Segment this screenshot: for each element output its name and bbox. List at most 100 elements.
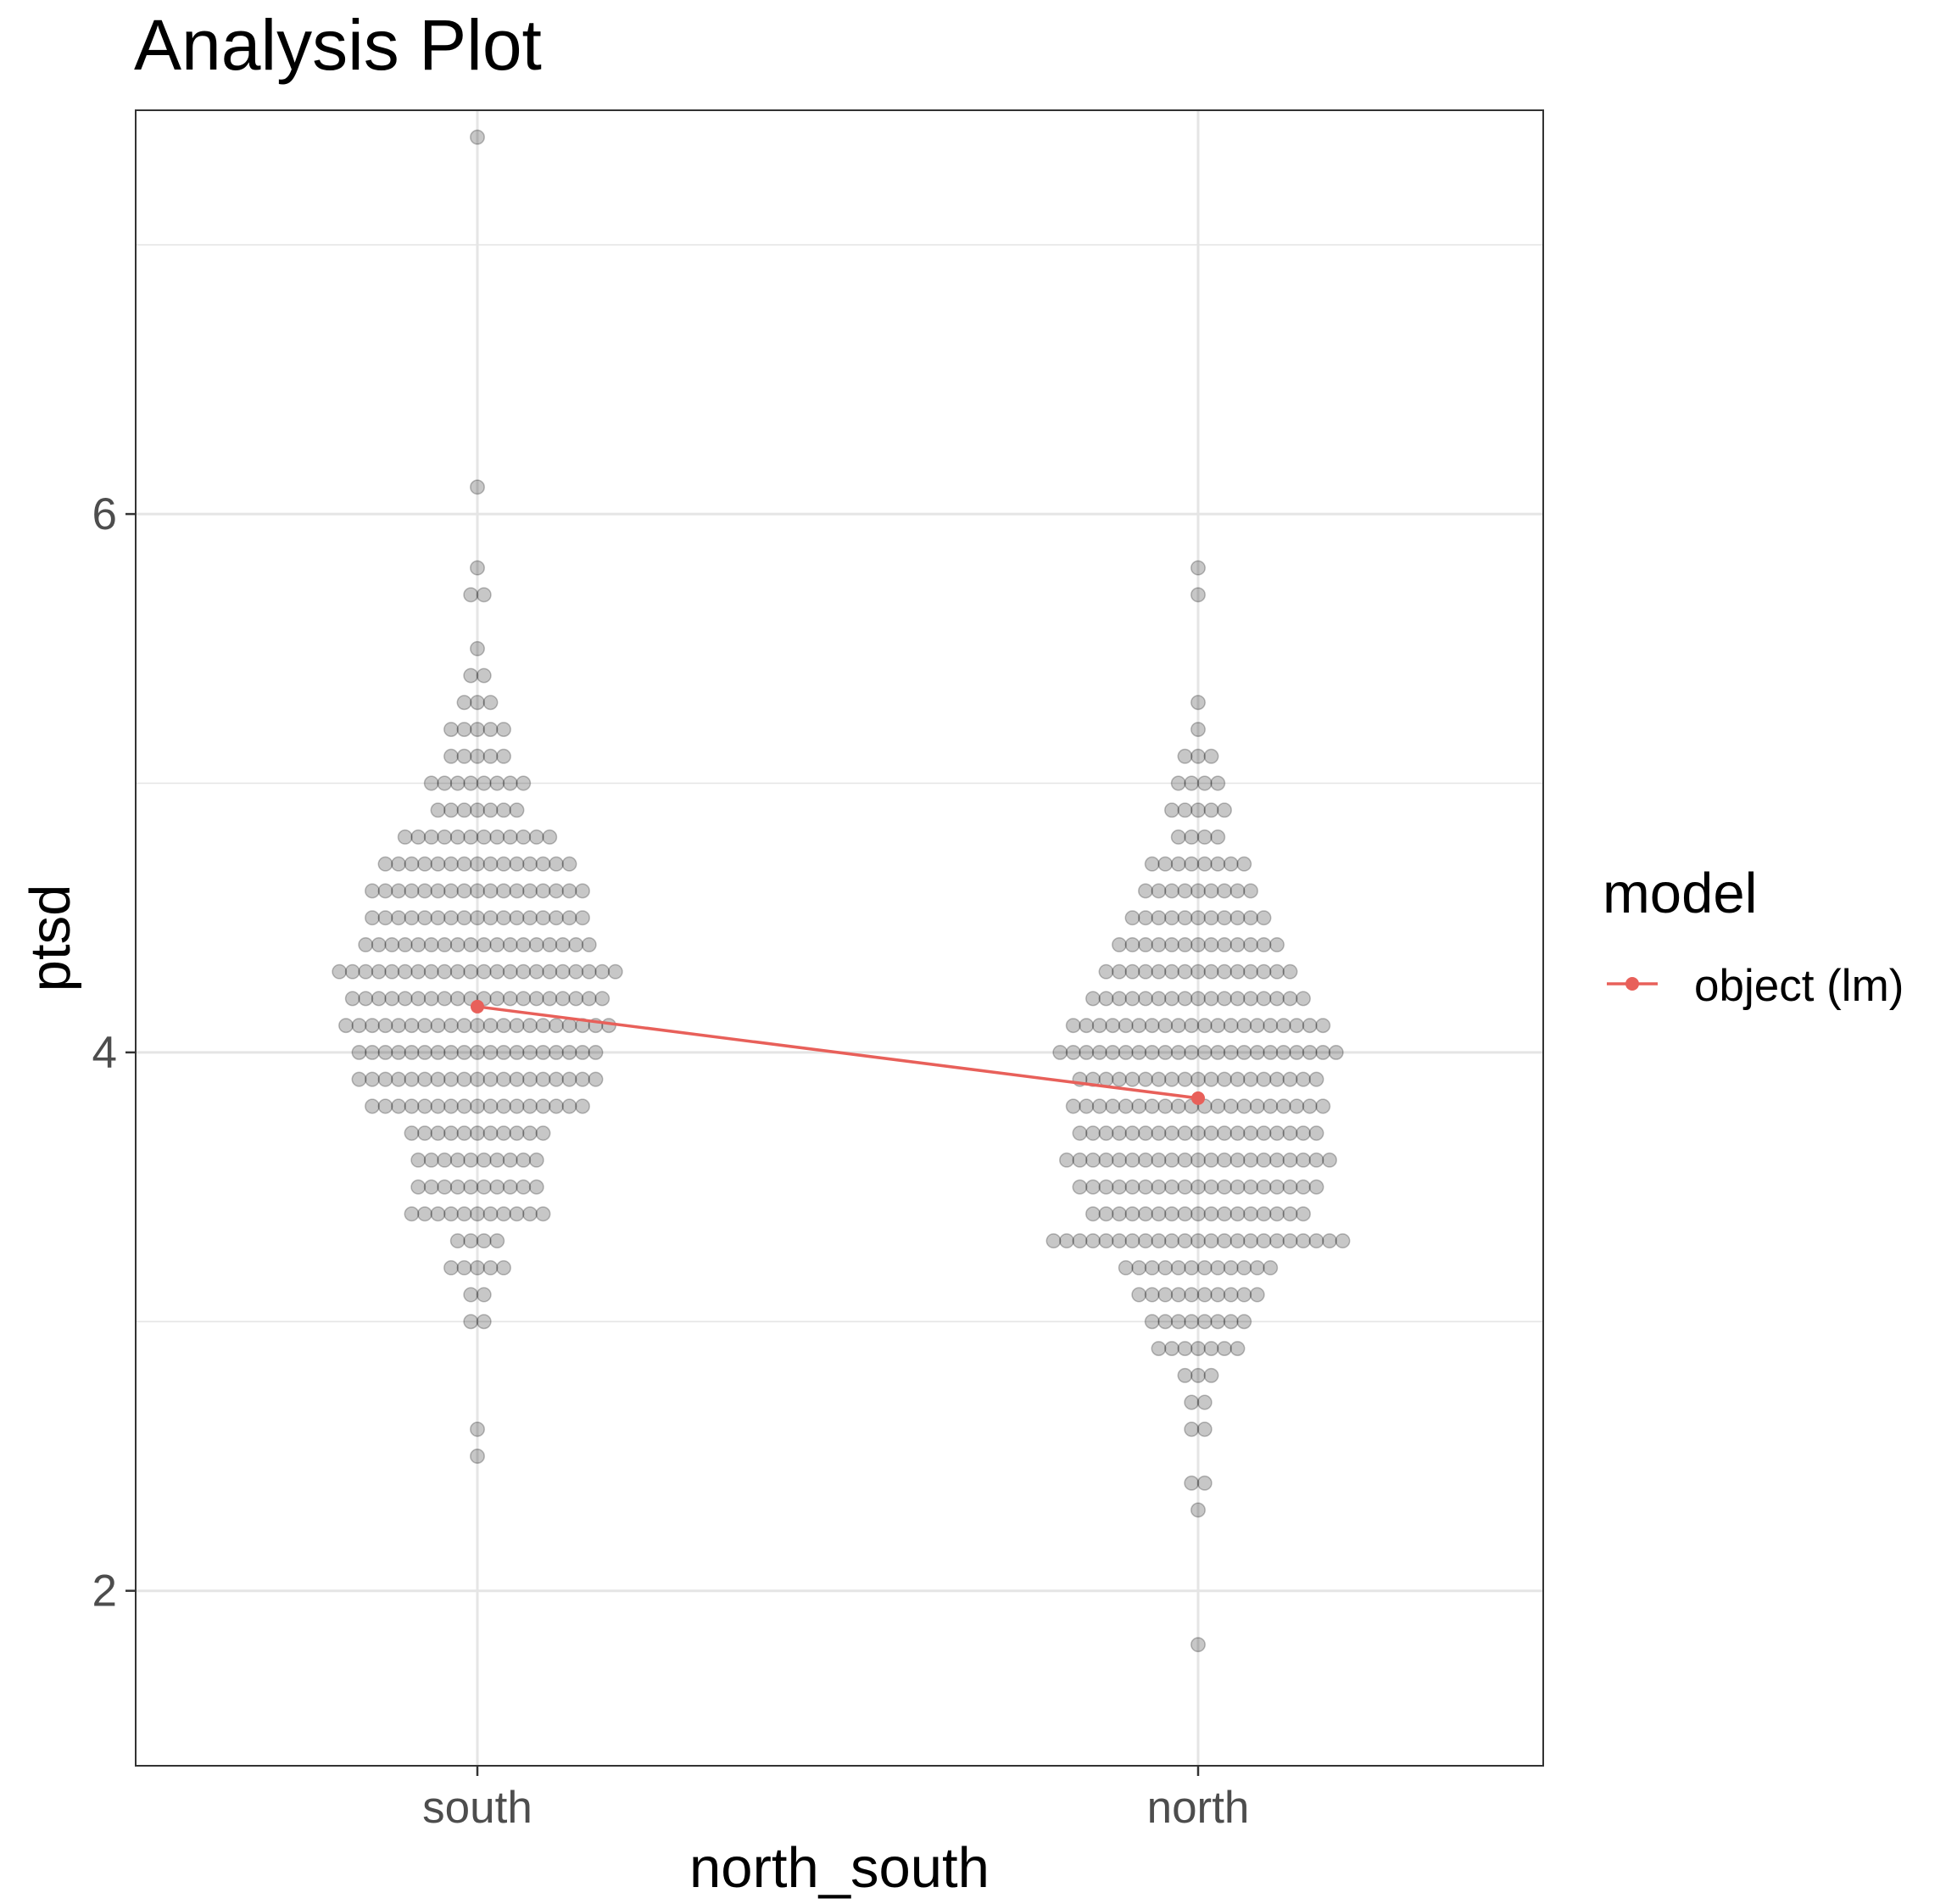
data-point (456, 695, 472, 711)
data-point (449, 829, 466, 845)
data-point (351, 1044, 367, 1060)
data-point (581, 936, 597, 952)
data-point (1249, 1044, 1265, 1060)
data-point (1118, 1098, 1134, 1114)
data-point (1296, 1206, 1311, 1222)
data-point (1118, 1044, 1134, 1060)
data-point (1217, 802, 1232, 818)
data-point (594, 991, 611, 1007)
data-point (1144, 1314, 1160, 1330)
data-point (1091, 1044, 1107, 1060)
data-point (1210, 1259, 1226, 1276)
data-point (463, 667, 479, 684)
data-point (522, 856, 538, 872)
data-point (1170, 1259, 1186, 1276)
data-point (1282, 1206, 1298, 1222)
data-point (443, 856, 459, 872)
data-point (1164, 1071, 1179, 1087)
data-point (1315, 1044, 1331, 1060)
data-point (522, 883, 538, 899)
data-point (561, 1098, 577, 1114)
data-point (430, 883, 446, 899)
data-point (1079, 1018, 1095, 1034)
data-point (482, 1071, 499, 1087)
data-point (1223, 1098, 1239, 1114)
data-point (1190, 910, 1206, 926)
data-point (1196, 1287, 1213, 1303)
data-point (1210, 1287, 1226, 1303)
data-point (365, 883, 380, 899)
data-point (1236, 1098, 1252, 1114)
data-point (1177, 963, 1193, 980)
data-point (1138, 883, 1153, 899)
data-point (437, 1152, 453, 1168)
data-point (443, 1259, 459, 1276)
data-point (1243, 1152, 1258, 1168)
data-point (1079, 1044, 1095, 1060)
data-point (443, 722, 459, 737)
data-point (1184, 1314, 1200, 1330)
data-point (443, 1098, 459, 1114)
data-point (456, 1259, 472, 1276)
data-point (1217, 991, 1232, 1007)
data-point (568, 936, 584, 952)
data-point (456, 1071, 472, 1087)
data-point (384, 936, 400, 952)
y-tick-label: 4 (92, 1028, 117, 1078)
data-point (542, 936, 558, 952)
data-point (417, 1044, 432, 1060)
data-point (535, 910, 551, 926)
data-point (594, 963, 611, 980)
data-point (410, 829, 427, 845)
data-point (1124, 910, 1140, 926)
data-point (1275, 1018, 1291, 1034)
data-point (509, 883, 525, 899)
data-point (397, 963, 413, 980)
data-point (410, 991, 427, 1007)
data-point (423, 936, 439, 952)
chart-title: Analysis Plot (134, 5, 542, 85)
data-point (1263, 1098, 1279, 1114)
data-point (1203, 1233, 1219, 1249)
data-point (1236, 856, 1252, 872)
data-point (430, 1044, 446, 1060)
data-point (581, 963, 597, 980)
data-point (1203, 1152, 1219, 1168)
data-point (476, 963, 492, 980)
data-point (1190, 560, 1206, 576)
data-point (1203, 1125, 1219, 1142)
data-point (404, 910, 420, 926)
data-point (1236, 1287, 1252, 1303)
data-point (1217, 1206, 1232, 1222)
data-point (470, 1018, 485, 1034)
data-point (482, 1044, 499, 1060)
data-point (391, 910, 406, 926)
data-point (1177, 991, 1193, 1007)
data-point (1217, 963, 1232, 980)
data-point (1098, 1233, 1114, 1249)
data-point (1098, 1125, 1114, 1142)
data-point (568, 991, 584, 1007)
data-point (404, 1018, 420, 1034)
data-point (423, 963, 439, 980)
data-point (404, 1206, 420, 1222)
data-point (588, 1071, 604, 1087)
x-axis-title: north_south (689, 1836, 990, 1900)
data-point (1282, 963, 1298, 980)
data-point (528, 991, 544, 1007)
data-point (1151, 1152, 1167, 1168)
data-point (470, 560, 485, 576)
data-point (1190, 748, 1206, 764)
data-point (1308, 1152, 1324, 1168)
data-point (449, 1152, 466, 1168)
data-point (1302, 1018, 1318, 1034)
data-point (509, 1125, 525, 1142)
data-point (449, 775, 466, 791)
data-point (377, 883, 393, 899)
data-point (1164, 802, 1179, 818)
data-point (1203, 883, 1219, 899)
data-point (470, 129, 485, 145)
data-point (397, 991, 413, 1007)
data-point (1296, 991, 1311, 1007)
